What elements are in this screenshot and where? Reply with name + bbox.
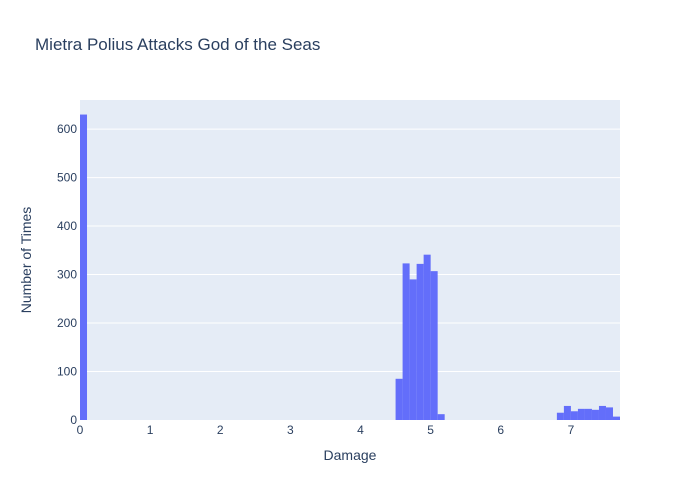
x-tick-label: 4 [357,423,364,437]
x-tick-label: 3 [287,423,294,437]
y-tick-label: 500 [57,171,77,185]
x-tick-label: 1 [147,423,154,437]
histogram-bar [423,254,431,420]
plot-area [80,100,620,420]
histogram-bar [563,405,571,420]
y-tick-label: 200 [57,316,77,330]
histogram-bar [395,378,403,420]
x-tick-label: 7 [568,423,575,437]
histogram-bar [430,271,438,420]
histogram-bar [556,412,564,420]
histogram-bar [402,263,410,420]
histogram-bar [584,408,592,420]
x-tick-label: 5 [427,423,434,437]
y-tick-label: 600 [57,122,77,136]
chart-title: Mietra Polius Attacks God of the Seas [35,35,320,54]
x-tick-label: 6 [497,423,504,437]
x-axis-ticks: 0 1 2 3 4 5 6 7 [77,423,575,437]
histogram-bar [612,416,620,420]
y-tick-label: 100 [57,365,77,379]
histogram-bar [591,409,599,420]
histogram-bar [598,405,606,420]
y-tick-label: 400 [57,219,77,233]
bars [80,114,620,420]
x-tick-label: 0 [77,423,84,437]
x-tick-label: 2 [217,423,224,437]
x-axis-title: Damage [324,447,377,463]
y-axis-ticks: 0 100 200 300 400 500 600 [57,122,77,427]
histogram-bar [577,408,585,420]
histogram-bar [570,411,578,420]
gridlines [80,128,620,373]
histogram-bar [437,414,445,420]
histogram-bar [605,407,613,420]
y-tick-label: 0 [70,413,77,427]
y-tick-label: 300 [57,268,77,282]
histogram-bar [80,114,88,420]
histogram-bar [409,279,417,420]
y-axis-title: Number of Times [18,207,34,314]
histogram-bar [416,263,424,420]
